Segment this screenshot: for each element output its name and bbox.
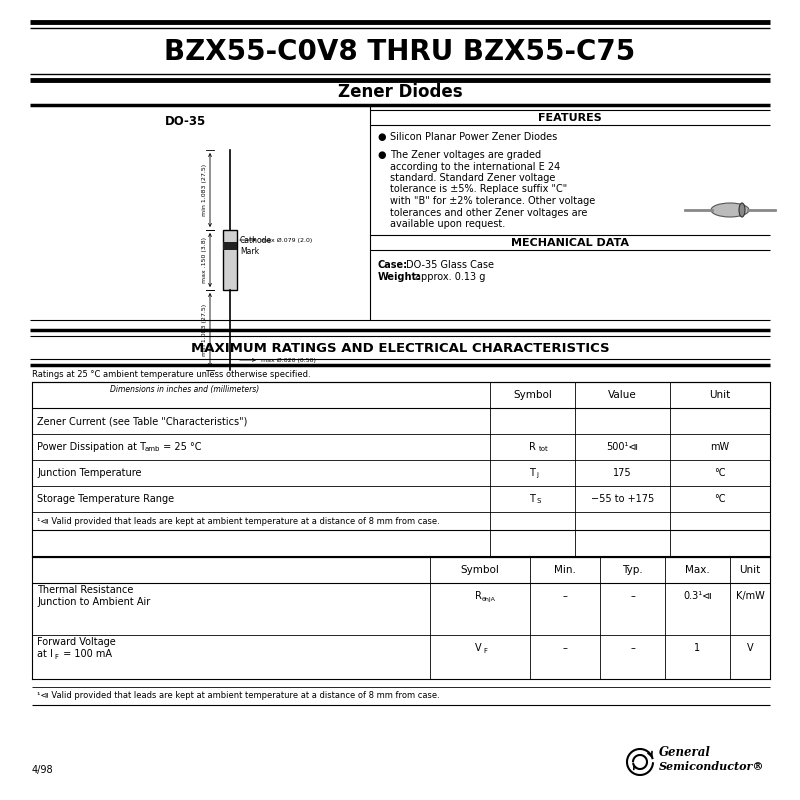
Text: –: – (630, 591, 635, 601)
Text: min 1.083 (27.5): min 1.083 (27.5) (202, 304, 207, 356)
Text: K/mW: K/mW (736, 591, 764, 601)
Text: R: R (475, 591, 482, 601)
Text: DO-35 Glass Case: DO-35 Glass Case (406, 260, 494, 270)
Text: Unit: Unit (710, 390, 730, 400)
Text: Case:: Case: (378, 260, 408, 270)
Text: −55 to +175: −55 to +175 (591, 494, 654, 504)
Text: according to the international E 24: according to the international E 24 (390, 162, 560, 171)
Text: V: V (475, 643, 482, 653)
Text: tolerance is ±5%. Replace suffix "C": tolerance is ±5%. Replace suffix "C" (390, 185, 567, 194)
Text: Weight:: Weight: (378, 272, 421, 282)
Text: Symbol: Symbol (461, 565, 499, 575)
Text: Junction to Ambient Air: Junction to Ambient Air (37, 597, 150, 607)
Text: Typ.: Typ. (622, 565, 643, 575)
Text: with "B" for ±2% tolerance. Other voltage: with "B" for ±2% tolerance. Other voltag… (390, 196, 595, 206)
Text: available upon request.: available upon request. (390, 219, 506, 229)
Ellipse shape (711, 203, 749, 217)
Text: Zener Diodes: Zener Diodes (338, 83, 462, 101)
Text: Value: Value (608, 390, 637, 400)
Text: ●: ● (377, 132, 386, 142)
Text: amb: amb (145, 446, 160, 452)
Text: –: – (562, 591, 567, 601)
Text: j: j (537, 472, 538, 478)
Text: MECHANICAL DATA: MECHANICAL DATA (511, 238, 629, 248)
Text: Symbol: Symbol (513, 390, 552, 400)
Text: General: General (659, 746, 711, 759)
Text: F: F (483, 648, 487, 654)
Text: Semiconductor®: Semiconductor® (659, 762, 765, 773)
Text: Cathode
Mark: Cathode Mark (240, 236, 272, 256)
Text: 4/98: 4/98 (32, 765, 54, 775)
Text: Zener Current (see Table "Characteristics"): Zener Current (see Table "Characteristic… (37, 416, 247, 426)
Text: standard. Standard Zener voltage: standard. Standard Zener voltage (390, 173, 555, 183)
Text: V: V (746, 643, 754, 653)
Text: 0.3¹⧏: 0.3¹⧏ (683, 591, 712, 601)
Text: ●: ● (377, 150, 386, 160)
Bar (223, 230, 237, 290)
Text: R: R (529, 442, 536, 452)
Text: Storage Temperature Range: Storage Temperature Range (37, 494, 174, 504)
Text: = 25 °C: = 25 °C (160, 442, 202, 452)
Text: Thermal Resistance: Thermal Resistance (37, 585, 134, 595)
Text: Silicon Planar Power Zener Diodes: Silicon Planar Power Zener Diodes (390, 132, 558, 142)
Text: BZX55-C0V8 THRU BZX55-C75: BZX55-C0V8 THRU BZX55-C75 (164, 38, 636, 66)
Text: FEATURES: FEATURES (538, 113, 602, 123)
Text: S: S (537, 498, 541, 504)
Text: tot: tot (538, 446, 548, 452)
Text: tolerances and other Zener voltages are: tolerances and other Zener voltages are (390, 207, 587, 218)
Text: at I: at I (37, 649, 53, 659)
Text: T: T (530, 468, 535, 478)
Text: Min.: Min. (554, 565, 576, 575)
Text: θhJA: θhJA (482, 597, 496, 602)
Text: –: – (562, 643, 567, 653)
Text: mW: mW (710, 442, 730, 452)
Text: –: – (630, 643, 635, 653)
Text: = 100 mA: = 100 mA (60, 649, 112, 659)
Text: 175: 175 (613, 468, 632, 478)
Text: Power Dissipation at T: Power Dissipation at T (37, 442, 146, 452)
Text: T: T (530, 494, 535, 504)
Text: max .150 (3.8): max .150 (3.8) (202, 237, 207, 283)
Text: Dimensions in inches and (millimeters): Dimensions in inches and (millimeters) (110, 385, 260, 394)
Text: 1: 1 (694, 643, 701, 653)
Ellipse shape (739, 203, 745, 217)
Text: ¹⧏ Valid provided that leads are kept at ambient temperature at a distance of 8 : ¹⧏ Valid provided that leads are kept at… (37, 517, 440, 526)
Text: max Ø.079 (2.0): max Ø.079 (2.0) (261, 238, 312, 242)
Text: °C: °C (714, 494, 726, 504)
Text: F: F (54, 654, 58, 660)
Text: approx. 0.13 g: approx. 0.13 g (415, 272, 486, 282)
Text: Junction Temperature: Junction Temperature (37, 468, 142, 478)
Text: °C: °C (714, 468, 726, 478)
Text: min 1.083 (27.5): min 1.083 (27.5) (202, 164, 207, 216)
Text: MAXIMUM RATINGS AND ELECTRICAL CHARACTERISTICS: MAXIMUM RATINGS AND ELECTRICAL CHARACTER… (190, 342, 610, 354)
Text: Ratings at 25 °C ambient temperature unless otherwise specified.: Ratings at 25 °C ambient temperature unl… (32, 370, 310, 379)
Text: The Zener voltages are graded: The Zener voltages are graded (390, 150, 541, 160)
Text: Forward Voltage: Forward Voltage (37, 637, 116, 647)
Text: max Ø.020 (0.50): max Ø.020 (0.50) (261, 358, 316, 362)
Bar (223, 242, 237, 250)
Text: DO-35: DO-35 (164, 115, 206, 128)
Text: Max.: Max. (685, 565, 710, 575)
Text: Unit: Unit (739, 565, 761, 575)
Text: ¹⧏ Valid provided that leads are kept at ambient temperature at a distance of 8 : ¹⧏ Valid provided that leads are kept at… (37, 691, 440, 701)
Text: 500¹⧏: 500¹⧏ (606, 442, 638, 452)
